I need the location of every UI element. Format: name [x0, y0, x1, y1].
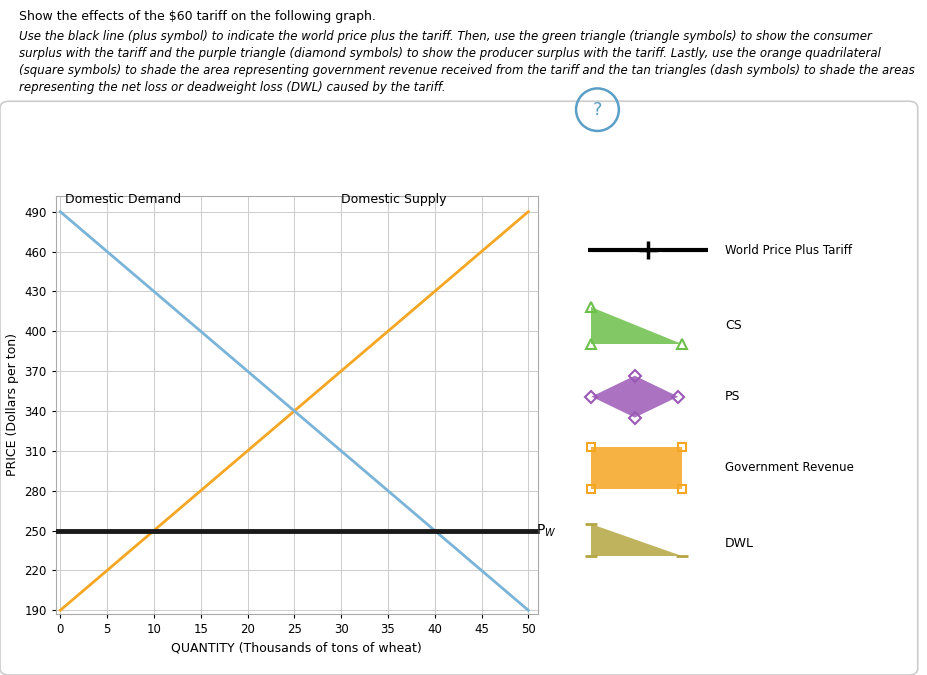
- Text: Domestic Supply: Domestic Supply: [341, 193, 447, 207]
- Text: PS: PS: [725, 390, 741, 403]
- Polygon shape: [591, 447, 681, 489]
- Text: Government Revenue: Government Revenue: [725, 461, 854, 475]
- Polygon shape: [591, 524, 681, 556]
- Polygon shape: [591, 306, 681, 344]
- Polygon shape: [591, 376, 679, 418]
- Text: Use the black line (plus symbol) to indicate the world price plus the tariff. Th: Use the black line (plus symbol) to indi…: [19, 30, 871, 43]
- Text: (square symbols) to shade the area representing government revenue received from: (square symbols) to shade the area repre…: [19, 64, 914, 77]
- Text: surplus with the tariff and the purple triangle (diamond symbols) to show the pr: surplus with the tariff and the purple t…: [19, 47, 881, 60]
- Text: DWL: DWL: [725, 537, 754, 549]
- Text: Show the effects of the $60 tariff on the following graph.: Show the effects of the $60 tariff on th…: [19, 10, 375, 23]
- Text: ?: ?: [592, 101, 603, 119]
- X-axis label: QUANTITY (Thousands of tons of wheat): QUANTITY (Thousands of tons of wheat): [171, 642, 422, 655]
- Text: representing the net loss or deadweight loss (DWL) caused by the tariff.: representing the net loss or deadweight …: [19, 81, 445, 94]
- Text: P$_W$: P$_W$: [536, 522, 556, 539]
- Text: CS: CS: [725, 319, 742, 332]
- Y-axis label: PRICE (Dollars per ton): PRICE (Dollars per ton): [6, 333, 19, 477]
- Text: World Price Plus Tariff: World Price Plus Tariff: [725, 244, 852, 256]
- Text: Domestic Demand: Domestic Demand: [65, 193, 181, 207]
